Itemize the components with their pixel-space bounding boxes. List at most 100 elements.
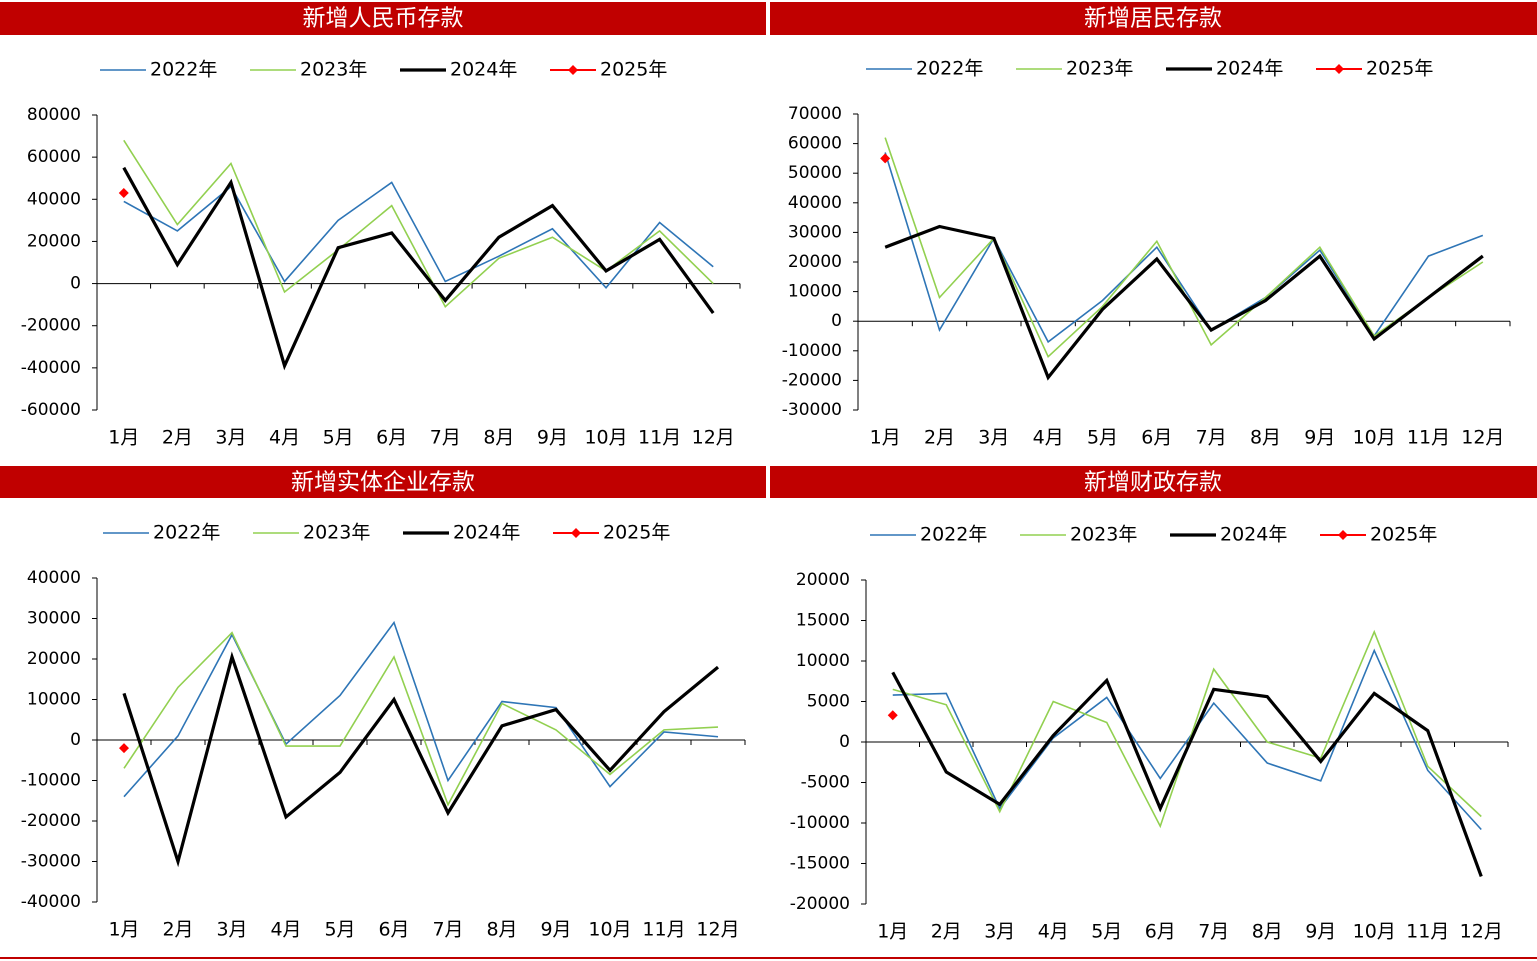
y-tick-label: 30000 <box>788 222 842 242</box>
y-tick-label: -20000 <box>790 894 850 914</box>
x-tick-label: 10月 <box>588 919 631 941</box>
legend-label: 2022年 <box>153 522 220 544</box>
x-tick-label: 3月 <box>216 919 247 941</box>
chart-title: 新增财政存款 <box>1084 470 1222 496</box>
y-tick-label: 20000 <box>796 570 850 590</box>
y-tick-label: 40000 <box>27 568 81 588</box>
y-tick-label: 0 <box>70 730 81 750</box>
legend-label: 2023年 <box>300 59 367 81</box>
legend-label: 2024年 <box>450 59 517 81</box>
legend-label: 2023年 <box>303 522 370 544</box>
y-tick-label: -30000 <box>782 400 842 420</box>
x-tick-label: 12月 <box>692 427 735 449</box>
x-tick-label: 2月 <box>162 919 193 941</box>
series-line <box>123 139 714 309</box>
y-tick-label: -60000 <box>21 400 81 420</box>
y-tick-label: 40000 <box>27 189 81 209</box>
x-tick-label: 12月 <box>696 919 739 941</box>
x-tick-label: 6月 <box>378 919 409 941</box>
series-line <box>123 181 714 290</box>
y-tick-label: 10000 <box>788 282 842 302</box>
y-tick-label: 15000 <box>796 611 850 631</box>
legend-label: 2025年 <box>1366 58 1433 80</box>
legend-marker <box>1338 530 1348 540</box>
x-tick-label: 7月 <box>432 919 463 941</box>
x-tick-label: 11月 <box>1407 427 1450 449</box>
x-tick-label: 9月 <box>1304 427 1335 449</box>
x-tick-label: 6月 <box>376 427 407 449</box>
legend-label: 2022年 <box>920 524 987 546</box>
series-line <box>123 620 719 798</box>
legend-label: 2023年 <box>1066 58 1133 80</box>
y-tick-label: -5000 <box>801 773 850 793</box>
x-tick-label: 5月 <box>324 919 355 941</box>
legend-label: 2024年 <box>1220 524 1287 546</box>
x-tick-label: 8月 <box>1252 921 1283 943</box>
y-tick-label: -40000 <box>21 358 81 378</box>
chart-title: 新增实体企业存款 <box>291 470 475 496</box>
title-bar <box>0 466 766 498</box>
y-tick-label: -10000 <box>790 813 850 833</box>
series-marker <box>887 710 898 721</box>
x-tick-label: 2月 <box>162 427 193 449</box>
series-line <box>891 671 1483 878</box>
legend-label: 2022年 <box>150 59 217 81</box>
y-tick-label: 10000 <box>796 651 850 671</box>
chart-title: 新增人民币存款 <box>303 6 464 32</box>
x-tick-label: 7月 <box>430 427 461 449</box>
series-line <box>884 224 1484 381</box>
x-tick-label: 10月 <box>584 427 627 449</box>
y-tick-label: 10000 <box>27 690 81 710</box>
legend-label: 2025年 <box>600 59 667 81</box>
x-tick-label: 1月 <box>877 921 908 943</box>
y-tick-label: -20000 <box>782 370 842 390</box>
y-tick-label: 0 <box>831 311 842 331</box>
x-tick-label: 2月 <box>931 921 962 943</box>
title-bar <box>770 466 1537 498</box>
legend-label: 2024年 <box>1216 58 1283 80</box>
x-tick-label: 1月 <box>870 427 901 449</box>
y-tick-label: -30000 <box>21 852 81 872</box>
x-tick-label: 8月 <box>483 427 514 449</box>
x-tick-label: 4月 <box>1033 427 1064 449</box>
y-tick-label: -20000 <box>21 316 81 336</box>
x-tick-label: 3月 <box>215 427 246 449</box>
series-line <box>884 152 1484 344</box>
x-tick-label: 11月 <box>642 919 685 941</box>
legend-label: 2024年 <box>453 522 520 544</box>
y-tick-label: 0 <box>70 274 81 294</box>
y-tick-label: 0 <box>839 732 850 752</box>
y-tick-label: -20000 <box>21 811 81 831</box>
series-line <box>892 629 1482 829</box>
x-tick-label: 10月 <box>1353 427 1396 449</box>
x-tick-label: 5月 <box>323 427 354 449</box>
series-line <box>122 166 715 371</box>
x-tick-label: 11月 <box>1406 921 1449 943</box>
series-marker <box>118 187 129 198</box>
x-tick-label: 1月 <box>108 427 139 449</box>
y-tick-label: -40000 <box>21 892 81 912</box>
x-tick-label: 12月 <box>1461 427 1504 449</box>
x-tick-label: 2月 <box>924 427 955 449</box>
series-marker <box>119 743 129 754</box>
x-tick-label: 8月 <box>1250 427 1281 449</box>
x-tick-label: 12月 <box>1460 921 1503 943</box>
x-tick-label: 9月 <box>1305 921 1336 943</box>
x-tick-label: 1月 <box>108 919 139 941</box>
x-tick-label: 4月 <box>1038 921 1069 943</box>
x-tick-label: 10月 <box>1353 921 1396 943</box>
series-marker <box>880 153 891 164</box>
y-tick-label: 5000 <box>807 692 850 712</box>
x-tick-label: 9月 <box>537 427 568 449</box>
y-tick-label: 60000 <box>788 134 842 154</box>
series-line <box>892 648 1482 831</box>
x-tick-label: 5月 <box>1087 427 1118 449</box>
legend-marker <box>1334 64 1344 74</box>
y-tick-label: 30000 <box>27 609 81 629</box>
y-tick-label: 80000 <box>27 105 81 125</box>
y-tick-label: 60000 <box>27 147 81 167</box>
x-tick-label: 9月 <box>540 919 571 941</box>
legend-label: 2025年 <box>1370 524 1437 546</box>
x-tick-label: 5月 <box>1091 921 1122 943</box>
